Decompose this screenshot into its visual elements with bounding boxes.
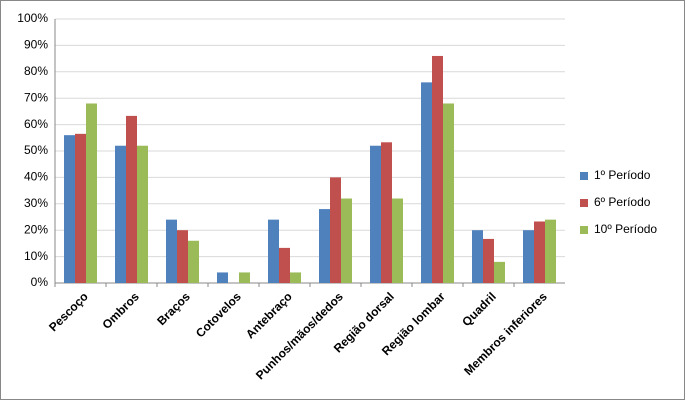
bar <box>494 261 505 283</box>
bar <box>75 133 86 283</box>
bar <box>177 230 188 283</box>
bar <box>64 135 75 283</box>
bar <box>534 221 545 283</box>
bar <box>370 145 381 283</box>
legend-label: 1º Período <box>594 168 651 182</box>
bar <box>483 238 494 283</box>
bar <box>239 272 250 283</box>
legend-swatch <box>580 199 588 207</box>
bar <box>330 177 341 283</box>
y-tick-label: 50% <box>24 143 48 157</box>
bar <box>392 198 403 283</box>
bar <box>545 219 556 283</box>
bar <box>166 219 177 283</box>
y-tick-label: 20% <box>24 222 48 236</box>
y-tick-label: 100% <box>17 11 48 25</box>
y-tick-label: 10% <box>24 249 48 263</box>
legend-swatch <box>580 172 588 180</box>
y-tick-label: 80% <box>24 64 48 78</box>
y-tick-label: 60% <box>24 117 48 131</box>
y-tick-label: 30% <box>24 196 48 210</box>
bar <box>86 103 97 283</box>
bar <box>115 145 126 283</box>
bar <box>126 115 137 283</box>
legend-label: 10º Período <box>594 222 657 236</box>
legend-label: 6º Período <box>594 195 651 209</box>
legend-swatch <box>580 226 588 234</box>
y-tick-label: 0% <box>31 275 49 289</box>
bar <box>319 209 330 283</box>
bar <box>523 230 534 283</box>
bar <box>290 272 301 283</box>
y-tick-label: 70% <box>24 90 48 104</box>
y-tick-label: 40% <box>24 170 48 184</box>
bar <box>279 247 290 283</box>
bar <box>443 103 454 283</box>
bar <box>217 272 228 283</box>
bar <box>268 219 279 283</box>
bar <box>421 82 432 283</box>
bar <box>472 230 483 283</box>
bar <box>341 198 352 283</box>
y-tick-label: 90% <box>24 38 48 52</box>
bar <box>188 240 199 283</box>
bar <box>432 55 443 284</box>
bar <box>137 145 148 283</box>
bar <box>381 142 392 283</box>
